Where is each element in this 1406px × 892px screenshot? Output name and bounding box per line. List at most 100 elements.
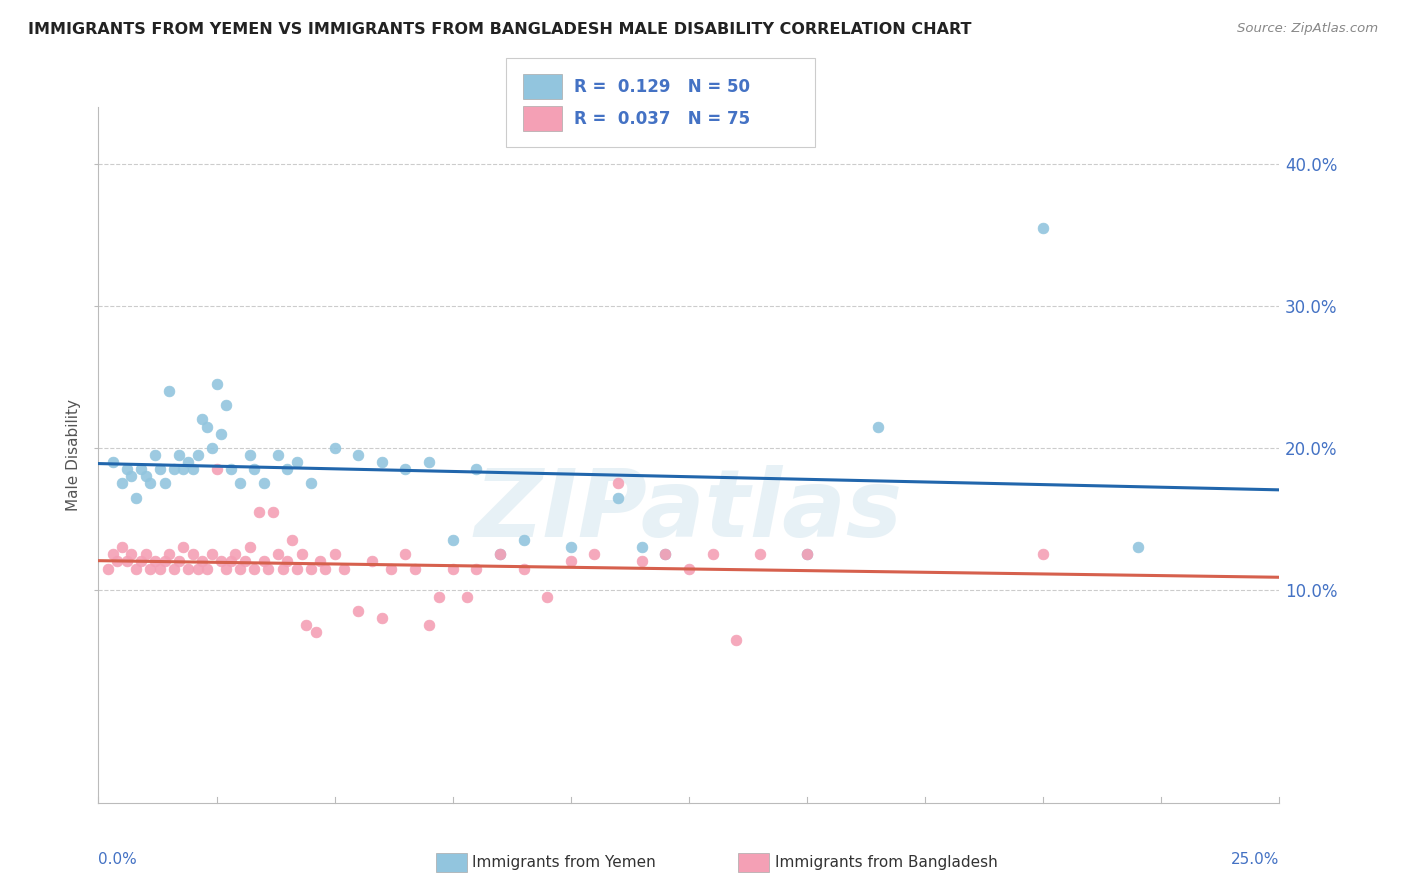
Point [253,554,276,568]
Point [163,561,186,575]
Point [281,533,304,548]
Point [394,547,416,561]
Point [172,540,194,554]
Point [205,462,228,476]
Point [285,455,308,469]
Point [465,462,488,476]
Point [276,462,298,476]
Point [177,561,200,575]
Point [143,554,166,568]
Point [607,476,630,491]
Point [380,561,402,575]
Point [229,476,252,491]
Text: ZIPatlas: ZIPatlas [475,465,903,557]
Point [243,462,266,476]
Point [456,590,478,604]
Point [172,462,194,476]
Point [229,561,252,575]
Point [630,540,652,554]
Point [125,491,148,505]
Point [299,561,322,575]
Point [394,462,416,476]
Point [333,561,356,575]
Point [347,604,370,618]
Point [115,462,138,476]
Point [299,476,322,491]
Point [489,547,512,561]
Point [205,376,228,391]
Point [115,554,138,568]
Point [135,547,157,561]
Point [195,419,218,434]
Point [536,590,558,604]
Point [181,547,204,561]
Point [866,419,889,434]
Point [157,547,180,561]
Point [630,554,652,568]
Point [105,554,128,568]
Text: R =  0.129   N = 50: R = 0.129 N = 50 [574,78,749,95]
Point [215,398,238,412]
Point [143,448,166,462]
Point [219,554,242,568]
Point [257,561,280,575]
Point [121,547,143,561]
Point [163,462,186,476]
Point [181,462,204,476]
Point [583,547,606,561]
Point [1126,540,1149,554]
Point [371,455,394,469]
Point [239,448,262,462]
Point [267,448,290,462]
Point [167,554,190,568]
Point [361,554,384,568]
Point [323,547,346,561]
Point [201,547,224,561]
Point [1032,547,1054,561]
Point [314,561,336,575]
Point [153,554,176,568]
Point [465,561,488,575]
Point [441,561,464,575]
Point [262,505,284,519]
Point [404,561,426,575]
Point [195,561,218,575]
Point [295,618,318,632]
Point [224,547,246,561]
Point [290,547,312,561]
Point [748,547,770,561]
Point [607,491,630,505]
Point [253,476,276,491]
Point [560,554,582,568]
Point [125,561,148,575]
Point [157,384,180,398]
Point [97,561,120,575]
Point [135,469,157,483]
Text: 0.0%: 0.0% [98,853,138,868]
Point [209,426,232,441]
Point [489,547,512,561]
Text: R =  0.037   N = 75: R = 0.037 N = 75 [574,110,749,128]
Point [111,540,134,554]
Point [247,505,270,519]
Point [187,561,209,575]
Point [1032,220,1054,235]
Point [560,540,582,554]
Point [239,540,262,554]
Point [153,476,176,491]
Point [129,554,152,568]
Point [512,561,534,575]
Point [796,547,818,561]
Point [702,547,724,561]
Point [271,561,294,575]
Point [427,590,450,604]
Point [309,554,332,568]
Point [129,462,152,476]
Text: Source: ZipAtlas.com: Source: ZipAtlas.com [1237,22,1378,36]
Point [149,462,172,476]
Point [191,554,214,568]
Point [209,554,232,568]
Point [139,561,162,575]
Point [177,455,200,469]
Point [201,441,224,455]
